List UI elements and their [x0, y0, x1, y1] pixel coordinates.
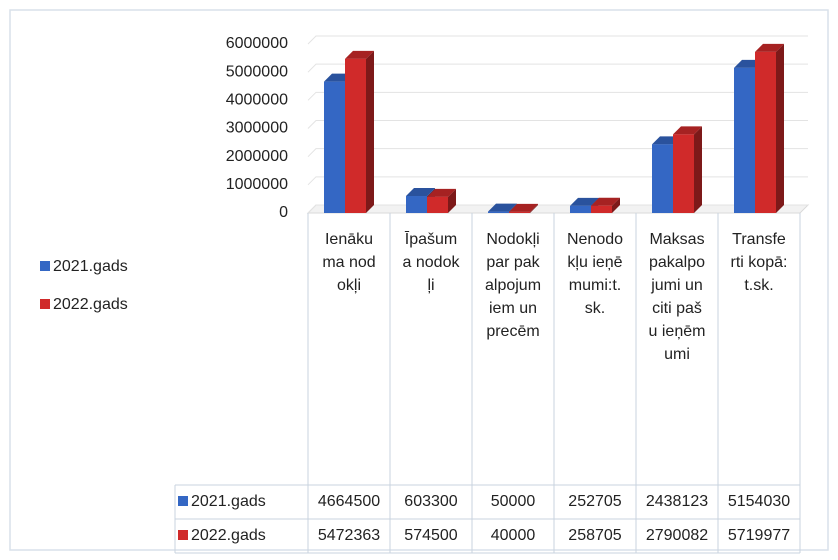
- bar-top: [427, 188, 456, 197]
- bar-front: [673, 134, 694, 213]
- bar-top: [673, 126, 702, 135]
- bar-top: [591, 197, 620, 206]
- table-value: 5472363: [317, 527, 381, 544]
- table-value: 5154030: [727, 493, 791, 510]
- bar: [591, 197, 620, 213]
- series-name: 2021.gads: [191, 493, 266, 510]
- bar-front: [324, 81, 345, 214]
- bar: [755, 43, 784, 213]
- chart-border: [9, 9, 829, 551]
- grid-line: [307, 91, 808, 101]
- table-value: 2438123: [645, 493, 709, 510]
- y-tick-label: 5000000: [226, 63, 288, 80]
- legend-key: [178, 530, 188, 540]
- bar-front: [755, 51, 776, 213]
- x-tick-label: Maksas pakalpojumi un citi pašu ieņēmumi: [648, 231, 706, 363]
- bar-side: [612, 197, 620, 213]
- table-value: 574500: [404, 527, 458, 544]
- grid-line: [307, 63, 808, 73]
- y-tick-label: 0: [279, 204, 288, 221]
- bar-side: [530, 203, 538, 213]
- x-tick-label: Nenodokļu ieņēmumi:t.sk.: [566, 231, 624, 317]
- x-tick-label: Nodokļi par pakalpojumiem un precēm: [484, 231, 542, 340]
- table-row-label: 2021.gads: [178, 485, 308, 519]
- legend-key: [40, 299, 50, 309]
- table-value: 50000: [490, 493, 536, 510]
- bar-front: [488, 211, 509, 213]
- y-tick-label: 3000000: [226, 120, 288, 137]
- table-value: 252705: [568, 493, 622, 510]
- legend-label: 2021.gads: [53, 258, 128, 275]
- bar-front: [734, 67, 755, 213]
- bar-front: [427, 196, 448, 213]
- bar-front: [509, 211, 530, 213]
- legend-key: [40, 261, 50, 271]
- y-tick-label: 6000000: [226, 35, 288, 52]
- bar-top: [345, 50, 374, 59]
- grid-line: [307, 120, 808, 129]
- bar: [509, 203, 538, 213]
- bar: [673, 126, 702, 213]
- bar-side: [448, 188, 456, 213]
- legend-item: 2021.gads: [40, 258, 128, 276]
- x-tick-label: Īpašuma nodokļi: [402, 231, 460, 294]
- legend-item: 2022.gads: [40, 296, 128, 314]
- y-tick-label: 4000000: [226, 92, 288, 109]
- x-tick-label: Transferti kopā: t.sk.: [730, 231, 788, 294]
- table-value: 603300: [404, 493, 458, 510]
- bar-front: [591, 205, 612, 213]
- grid-line: [307, 176, 808, 186]
- table-value: 4664500: [317, 493, 381, 510]
- bar: [345, 50, 374, 214]
- y-tick-label: 1000000: [226, 176, 288, 193]
- bar-front: [652, 144, 673, 213]
- bar: [427, 188, 456, 213]
- bar-front: [406, 196, 427, 213]
- bar-top: [570, 197, 599, 206]
- table-value: 5719977: [727, 527, 791, 544]
- bar-top: [755, 43, 784, 52]
- table-row-label: 2022.gads: [178, 519, 308, 553]
- bar-side: [366, 50, 374, 214]
- table-value: 258705: [568, 527, 622, 544]
- bar-side: [694, 126, 702, 213]
- table-value: 40000: [490, 527, 536, 544]
- bar-top: [406, 188, 435, 197]
- legend-label: 2022.gads: [53, 296, 128, 313]
- bar-top: [488, 203, 517, 212]
- x-tick-label: Ienākuma nodokļi: [322, 231, 376, 294]
- bar-front: [345, 58, 366, 214]
- legend-key: [178, 496, 188, 506]
- table-value: 2790082: [645, 527, 709, 544]
- grid-line: [307, 148, 808, 158]
- bar-side: [776, 43, 784, 213]
- bar-top: [509, 203, 538, 212]
- bar-front: [570, 205, 591, 213]
- series-name: 2022.gads: [191, 527, 266, 544]
- grid-line: [307, 35, 808, 45]
- y-tick-label: 2000000: [226, 148, 288, 165]
- floor: [306, 204, 810, 214]
- grid-line: [307, 204, 808, 214]
